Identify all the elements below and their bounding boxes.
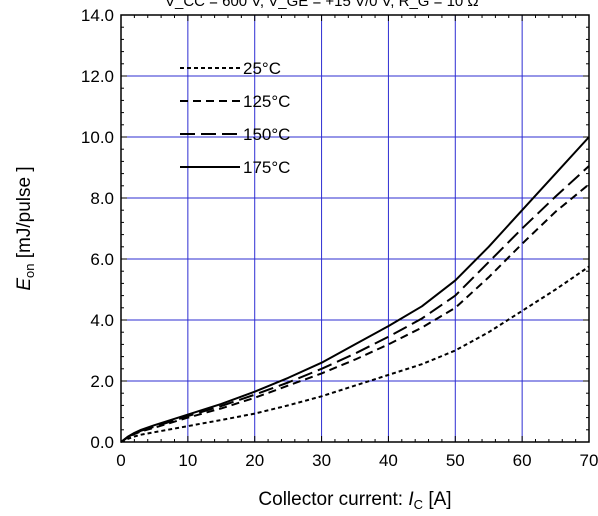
top-note-group: V_CC = 600 V, V_GE = +15 V/0 V, R_G = 10… <box>165 0 479 10</box>
y-tick-label: 0.0 <box>90 433 114 452</box>
y-tick-label: 14.0 <box>81 6 114 25</box>
x-tick-label: 20 <box>245 451 264 470</box>
series-line-150c <box>120 165 590 443</box>
legend-label: 125°C <box>243 92 290 111</box>
x-axis-title: Collector current: IC [A] <box>258 489 451 512</box>
legend-label: 150°C <box>243 125 290 144</box>
series-lines <box>120 136 590 443</box>
y-axis-title: Eon [mJ/pulse ] <box>14 166 37 290</box>
series-line-175c <box>120 136 590 443</box>
axis-ticks: 0 10 20 30 40 50 60 70 0.0 2.0 4.0 6.0 8.0 10.0 12.0 14… <box>81 6 598 470</box>
plot-frame <box>120 14 590 443</box>
x-tick-label: 60 <box>513 451 532 470</box>
legend-label: 25°C <box>243 59 281 78</box>
y-tick-label: 2.0 <box>90 372 114 391</box>
x-tick-label: 0 <box>116 451 125 470</box>
y-axis-title-subscript: on <box>22 264 37 278</box>
x-axis-title-unit: [A] <box>423 489 452 510</box>
x-axis-title-prefix: Collector current: <box>258 489 408 510</box>
x-tick-label: 70 <box>580 451 598 470</box>
x-tick-label: 30 <box>312 451 331 470</box>
legend-label: 175°C <box>243 158 290 177</box>
grid <box>121 15 589 442</box>
x-axis-title-symbol: I <box>408 489 414 510</box>
y-tick-label: 6.0 <box>90 250 114 269</box>
y-axis-title-symbol: E <box>14 278 35 291</box>
x-tick-label: 10 <box>178 451 197 470</box>
y-tick-label: 4.0 <box>90 311 114 330</box>
legend: 25°C 125°C 150°C 175°C <box>180 59 290 177</box>
y-tick-label: 8.0 <box>90 189 114 208</box>
series-line-25c <box>120 265 590 443</box>
y-tick-label: 10.0 <box>81 128 114 147</box>
x-tick-label: 50 <box>446 451 465 470</box>
y-axis-title-unit: [mJ/pulse ] <box>14 166 35 263</box>
y-tick-label: 12.0 <box>81 67 114 86</box>
chart-condition-note: V_CC = 600 V, V_GE = +15 V/0 V, R_G = 10… <box>165 0 479 10</box>
x-axis-title-subscript: C <box>414 497 423 512</box>
x-tick-label: 40 <box>379 451 398 470</box>
